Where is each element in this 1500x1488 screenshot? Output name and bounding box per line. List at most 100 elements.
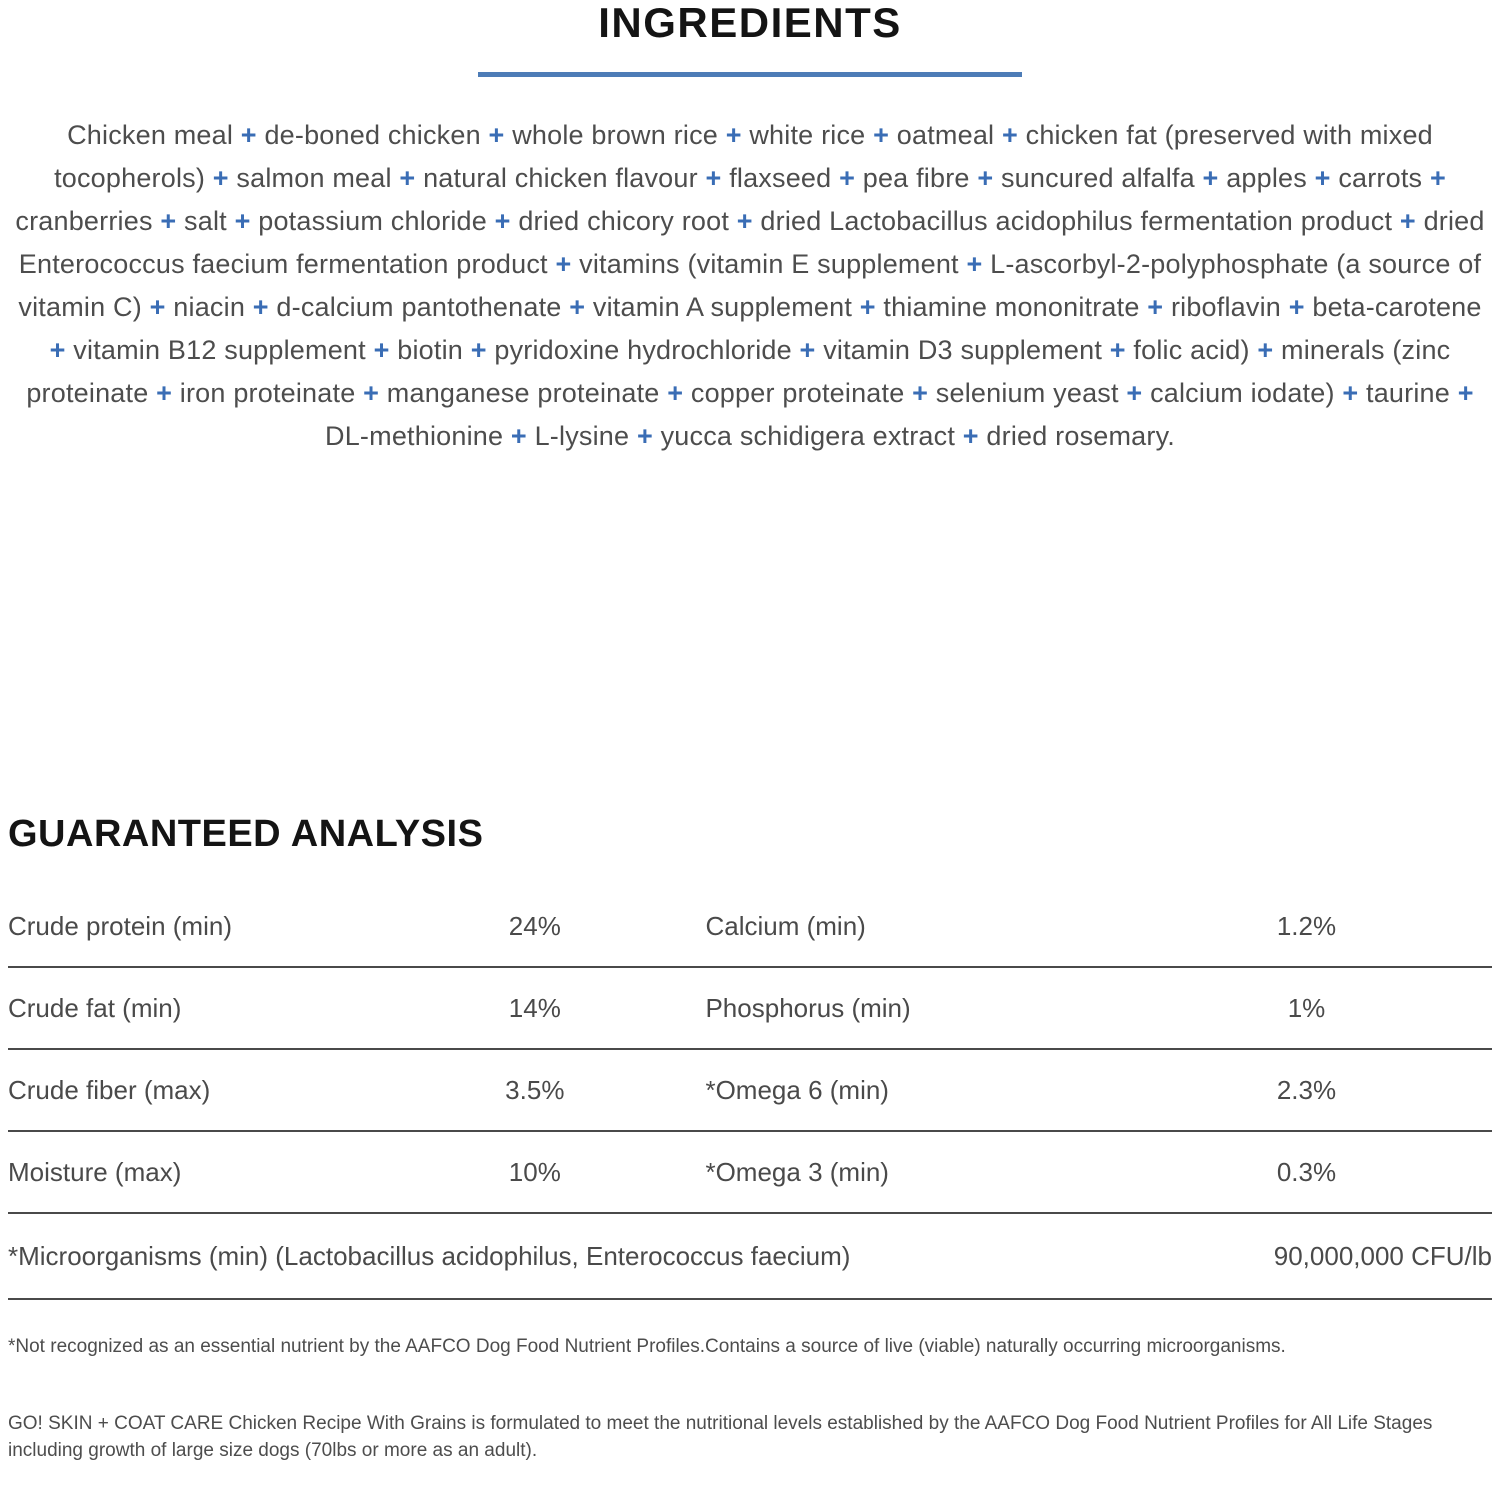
ingredient-item: niacin — [173, 292, 246, 322]
aafco-footnote: *Not recognized as an essential nutrient… — [8, 1336, 1286, 1357]
analysis-row: Crude fat (min) 14% Phosphorus (min) 1% — [8, 968, 1492, 1050]
ingredient-item: calcium iodate) — [1150, 378, 1335, 408]
ingredient-item: riboflavin — [1170, 292, 1281, 322]
ingredient-item: dried rosemary. — [986, 421, 1175, 451]
ingredients-title: INGREDIENTS — [598, 0, 902, 46]
analysis-value-right: 0.3% — [1276, 1156, 1337, 1187]
ingredient-item: manganese proteinate — [386, 378, 660, 408]
plus-separator: + — [212, 163, 229, 193]
plus-separator: + — [705, 163, 722, 193]
plus-separator: + — [1429, 163, 1446, 193]
analysis-value-right: 1.2% — [1276, 910, 1337, 941]
plus-separator: + — [373, 335, 390, 365]
ingredient-item: beta-carotene — [1312, 292, 1482, 322]
analysis-label-right: Phosphorus (min) — [705, 992, 911, 1023]
plus-separator: + — [252, 292, 269, 322]
ingredient-item: chicken fat (preserved with mixed tocoph… — [54, 120, 1433, 193]
analysis-label-right: *Omega 6 (min) — [705, 1074, 889, 1105]
plus-separator: + — [1314, 163, 1331, 193]
plus-separator: + — [839, 163, 856, 193]
plus-separator: + — [49, 335, 66, 365]
plus-separator: + — [799, 335, 816, 365]
plus-separator: + — [1001, 120, 1018, 150]
ingredient-item: yucca schidigera extract — [660, 421, 956, 451]
plus-separator: + — [555, 249, 572, 279]
ingredient-item: salmon meal — [236, 163, 392, 193]
ingredient-item: de-boned chicken — [264, 120, 481, 150]
ingredient-item: vitamin A supplement — [592, 292, 853, 322]
ingredient-item: copper proteinate — [690, 378, 905, 408]
plus-separator: + — [470, 335, 487, 365]
guaranteed-analysis-table: Crude protein (min) 24% Calcium (min) 1.2% C… — [8, 886, 1492, 1300]
analysis-label-left: Moisture (max) — [8, 1156, 182, 1187]
ingredient-item: DL-methionine — [325, 421, 504, 451]
plus-separator: + — [1457, 378, 1474, 408]
ingredient-item: dried Enterococcus faecium fermentation … — [18, 206, 1485, 279]
ingredient-item: L-lysine — [534, 421, 630, 451]
ingredients-text: Chicken meal + de-boned chicken + whole … — [8, 114, 1492, 458]
formulation-footnote: GO! SKIN + COAT CARE Chicken Recipe With… — [8, 1413, 1433, 1461]
ingredient-item: carrots — [1338, 163, 1423, 193]
analysis-row: Crude protein (min) 24% Calcium (min) 1.2% — [8, 886, 1492, 968]
analysis-value-left: 14% — [508, 992, 561, 1023]
ingredient-item: potassium chloride — [258, 206, 487, 236]
plus-separator: + — [873, 120, 890, 150]
analysis-row: Moisture (max) 10% *Omega 3 (min) 0.3% — [8, 1132, 1492, 1214]
plus-separator: + — [1109, 335, 1126, 365]
plus-separator: + — [912, 378, 929, 408]
analysis-value-right: 1% — [1287, 992, 1326, 1023]
plus-separator: + — [156, 378, 173, 408]
microorganisms-label: *Microorganisms (min) (Lactobacillus aci… — [8, 1240, 851, 1271]
plus-separator: + — [1126, 378, 1143, 408]
guaranteed-analysis-heading: GUARANTEED ANALYSIS — [8, 813, 484, 855]
plus-separator: + — [494, 206, 511, 236]
analysis-row: Crude fiber (max) 3.5% *Omega 6 (min) 2.3% — [8, 1050, 1492, 1132]
plus-separator: + — [962, 421, 979, 451]
plus-separator: + — [725, 120, 742, 150]
plus-separator: + — [667, 378, 684, 408]
plus-separator: + — [510, 421, 527, 451]
ingredient-item: pyridoxine hydrochloride — [494, 335, 792, 365]
ingredient-item: suncured alfalfa — [1000, 163, 1195, 193]
ingredient-item: vitamin B12 supplement — [73, 335, 366, 365]
plus-separator: + — [399, 163, 416, 193]
analysis-value-left: 10% — [508, 1156, 561, 1187]
plus-separator: + — [488, 120, 505, 150]
ingredient-item: natural chicken flavour — [423, 163, 698, 193]
ingredient-item: flaxseed — [729, 163, 832, 193]
ingredient-item: selenium yeast — [935, 378, 1119, 408]
microorganisms-value: 90,000,000 CFU/lb — [1273, 1240, 1492, 1271]
microorganisms-row: *Microorganisms (min) (Lactobacillus aci… — [8, 1214, 1492, 1300]
ingredient-item: dried chicory root — [518, 206, 730, 236]
ingredient-item: folic acid) — [1133, 335, 1250, 365]
plus-separator: + — [160, 206, 177, 236]
analysis-label-left: Crude fiber (max) — [8, 1074, 211, 1105]
plus-separator: + — [977, 163, 994, 193]
ingredient-item: biotin — [397, 335, 463, 365]
plus-separator: + — [1342, 378, 1359, 408]
plus-separator: + — [1288, 292, 1305, 322]
plus-separator: + — [1202, 163, 1219, 193]
analysis-value-right: 2.3% — [1276, 1074, 1337, 1105]
analysis-label-right: *Omega 3 (min) — [705, 1156, 889, 1187]
plus-separator: + — [363, 378, 380, 408]
analysis-value-left: 24% — [508, 910, 561, 941]
ingredient-item: d-calcium pantothenate — [276, 292, 562, 322]
analysis-label-left: Crude protein (min) — [8, 910, 232, 941]
plus-separator: + — [240, 120, 257, 150]
analysis-label-right: Calcium (min) — [705, 910, 866, 941]
plus-separator: + — [569, 292, 586, 322]
ingredient-item: apples — [1226, 163, 1307, 193]
plus-separator: + — [1147, 292, 1164, 322]
plus-separator: + — [966, 249, 983, 279]
ingredient-item: cranberries — [15, 206, 153, 236]
plus-separator: + — [234, 206, 251, 236]
ingredient-item: iron proteinate — [179, 378, 356, 408]
ingredient-item: minerals (zinc proteinate — [26, 335, 1451, 408]
ingredient-item: whole brown rice — [512, 120, 718, 150]
ingredient-item: L-ascorbyl-2-polyphosphate (a source of … — [18, 249, 1482, 322]
plus-separator: + — [1399, 206, 1416, 236]
ingredient-item: oatmeal — [896, 120, 995, 150]
plus-separator: + — [1257, 335, 1274, 365]
